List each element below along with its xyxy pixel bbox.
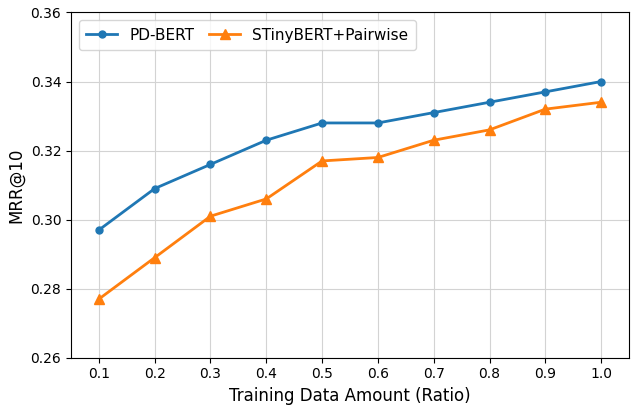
PD-BERT (486, 100, 494, 105)
STinyBERT+Pairwise (486, 127, 494, 132)
Y-axis label: MRR@10: MRR@10 (7, 147, 25, 223)
PD-BERT (207, 162, 214, 167)
PD-BERT (263, 138, 270, 143)
Legend: PD-BERT, STinyBERT+Pairwise: PD-BERT, STinyBERT+Pairwise (79, 20, 416, 50)
Line: STinyBERT+Pairwise: STinyBERT+Pairwise (94, 97, 606, 304)
PD-BERT (430, 110, 438, 115)
Line: PD-BERT: PD-BERT (95, 78, 605, 234)
STinyBERT+Pairwise (597, 100, 605, 105)
STinyBERT+Pairwise (95, 297, 102, 302)
STinyBERT+Pairwise (207, 214, 214, 219)
STinyBERT+Pairwise (151, 255, 158, 260)
PD-BERT (597, 79, 605, 84)
X-axis label: Training Data Amount (Ratio): Training Data Amount (Ratio) (229, 387, 471, 405)
STinyBERT+Pairwise (263, 197, 270, 201)
STinyBERT+Pairwise (318, 159, 326, 164)
STinyBERT+Pairwise (430, 138, 438, 143)
PD-BERT (95, 227, 102, 232)
PD-BERT (151, 186, 158, 191)
PD-BERT (374, 120, 382, 125)
PD-BERT (318, 120, 326, 125)
STinyBERT+Pairwise (374, 155, 382, 160)
STinyBERT+Pairwise (541, 107, 549, 112)
PD-BERT (541, 89, 549, 94)
